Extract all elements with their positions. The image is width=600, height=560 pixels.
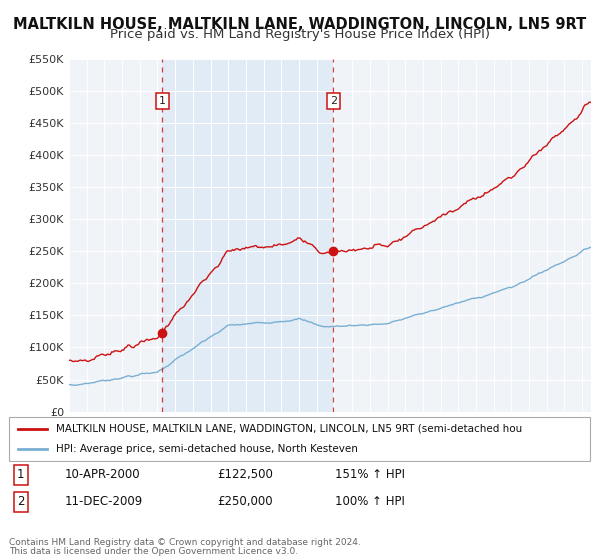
Bar bbox=[162, 59, 334, 412]
Text: £250,000: £250,000 bbox=[218, 496, 274, 508]
Text: 2: 2 bbox=[17, 496, 25, 508]
Text: £122,500: £122,500 bbox=[218, 468, 274, 481]
Text: 2: 2 bbox=[330, 96, 337, 106]
Text: This data is licensed under the Open Government Licence v3.0.: This data is licensed under the Open Gov… bbox=[9, 547, 298, 556]
Text: Contains HM Land Registry data © Crown copyright and database right 2024.: Contains HM Land Registry data © Crown c… bbox=[9, 538, 361, 547]
Text: Price paid vs. HM Land Registry's House Price Index (HPI): Price paid vs. HM Land Registry's House … bbox=[110, 28, 490, 41]
Text: MALTKILN HOUSE, MALTKILN LANE, WADDINGTON, LINCOLN, LN5 9RT: MALTKILN HOUSE, MALTKILN LANE, WADDINGTO… bbox=[13, 17, 587, 32]
Text: MALTKILN HOUSE, MALTKILN LANE, WADDINGTON, LINCOLN, LN5 9RT (semi-detached hou: MALTKILN HOUSE, MALTKILN LANE, WADDINGTO… bbox=[56, 424, 522, 434]
Text: 11-DEC-2009: 11-DEC-2009 bbox=[65, 496, 143, 508]
Text: 1: 1 bbox=[159, 96, 166, 106]
Text: 10-APR-2000: 10-APR-2000 bbox=[65, 468, 140, 481]
Text: 1: 1 bbox=[17, 468, 25, 481]
Text: HPI: Average price, semi-detached house, North Kesteven: HPI: Average price, semi-detached house,… bbox=[56, 444, 358, 454]
Text: 151% ↑ HPI: 151% ↑ HPI bbox=[335, 468, 405, 481]
Text: 100% ↑ HPI: 100% ↑ HPI bbox=[335, 496, 405, 508]
